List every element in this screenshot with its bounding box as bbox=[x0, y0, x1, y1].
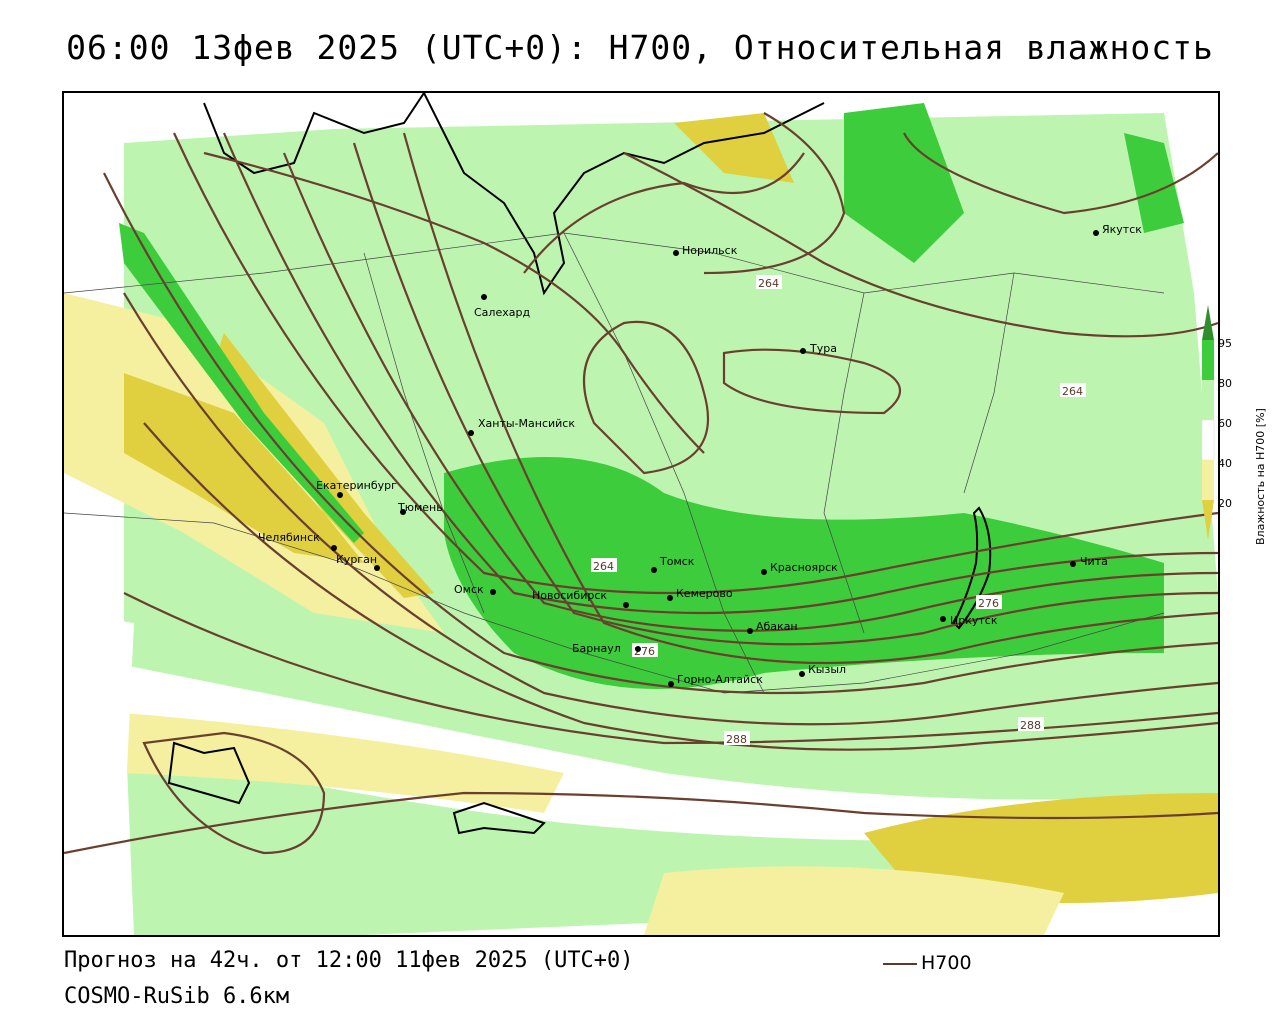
coastline bbox=[423, 93, 825, 296]
city-dot bbox=[468, 430, 474, 436]
city-dot bbox=[374, 565, 380, 571]
city-dot bbox=[623, 602, 629, 608]
contour-label-group: 264 264 264 276 276 288 288 bbox=[591, 275, 1086, 746]
city-label: Иркутск bbox=[950, 614, 998, 627]
colorbar-tick: 20 bbox=[1218, 497, 1232, 510]
city-label: Горно-Алтайск bbox=[677, 673, 763, 686]
city-label: Томск bbox=[659, 555, 695, 568]
city-label: Тюмень bbox=[397, 501, 443, 514]
humidity-field-very-dry-west bbox=[124, 373, 364, 563]
city-label: Красноярск bbox=[770, 561, 838, 574]
city-label: Тура bbox=[809, 342, 837, 355]
city-label: Кемерово bbox=[676, 587, 733, 600]
h700-legend-swatch bbox=[883, 963, 917, 965]
city-label: Екатеринбург bbox=[316, 479, 397, 492]
humidity-map: 264 264 264 276 276 288 288 Якутск Норил… bbox=[64, 93, 1218, 935]
city-label: Челябинск bbox=[258, 531, 320, 544]
city-dot bbox=[673, 250, 679, 256]
humidity-field-dry-band bbox=[214, 333, 434, 598]
city-label: Кызыл bbox=[808, 663, 846, 676]
colorbar-cap-bottom bbox=[1202, 500, 1214, 540]
city-dot bbox=[747, 628, 753, 634]
humidity-field-moist-north bbox=[844, 103, 964, 263]
colorbar-segment bbox=[1201, 419, 1215, 461]
humidity-field-moist-yakutia bbox=[1124, 133, 1184, 233]
humidity-field-white-north bbox=[64, 93, 424, 153]
colorbar-tick: 80 bbox=[1218, 377, 1232, 390]
city-label: Абакан bbox=[756, 620, 798, 633]
balkhash-lake bbox=[452, 801, 546, 835]
city-label: Омск bbox=[454, 583, 484, 596]
colorbar-tick: 40 bbox=[1218, 457, 1232, 470]
city-dot bbox=[651, 567, 657, 573]
colorbar-title: Влажность на H700 [%] bbox=[1254, 408, 1267, 545]
contour-label: 264 bbox=[593, 560, 614, 573]
city-dot bbox=[331, 545, 337, 551]
colorbar-tick: 95 bbox=[1218, 337, 1232, 350]
map-title: 06:00 13фев 2025 (UTC+0): H700, Относите… bbox=[66, 28, 1214, 67]
city-dot bbox=[667, 595, 673, 601]
contour-label: 276 bbox=[978, 597, 999, 610]
city-dot bbox=[800, 348, 806, 354]
caspian-coast bbox=[167, 741, 251, 805]
colorbar-segment bbox=[1202, 460, 1214, 500]
city-label: Салехард bbox=[474, 306, 530, 319]
model-caption: COSMO-RuSib 6.6км bbox=[64, 984, 290, 1009]
contour-label: 288 bbox=[1020, 719, 1041, 732]
humidity-field-dry-north bbox=[674, 113, 794, 183]
city-dot bbox=[400, 509, 406, 515]
city-label: Барнаул bbox=[572, 642, 621, 655]
city-label: Якутск bbox=[1102, 223, 1142, 236]
forecast-caption: Прогноз на 42ч. от 12:00 11фев 2025 (UTC… bbox=[64, 948, 634, 973]
humidity-field-white-sw bbox=[64, 613, 134, 833]
humidity-colorbar: 95 80 60 40 20 Влажность на H700 [%] bbox=[1201, 305, 1267, 545]
city-dot bbox=[799, 671, 805, 677]
city-dot bbox=[668, 681, 674, 687]
humidity-field-dry-far-south bbox=[644, 866, 1064, 935]
city-label: Ханты-Мансийск bbox=[478, 417, 575, 430]
city-dot bbox=[1093, 230, 1099, 236]
contour-label: 264 bbox=[758, 277, 779, 290]
city-dot bbox=[490, 589, 496, 595]
city-label: Новосибирск bbox=[532, 589, 607, 602]
map-panel: 264 264 264 276 276 288 288 Якутск Норил… bbox=[62, 91, 1220, 937]
h700-legend-label: H700 bbox=[921, 952, 972, 974]
city-dot bbox=[761, 569, 767, 575]
colorbar-cap-top bbox=[1202, 305, 1214, 340]
lake-baikal bbox=[952, 506, 992, 630]
city-label: Чита bbox=[1080, 555, 1108, 568]
city-label: Курган bbox=[336, 553, 377, 566]
city-dot bbox=[1070, 561, 1076, 567]
colorbar-tick: 60 bbox=[1218, 417, 1232, 430]
city-markers: Якутск Норильск Салехард Тура Ханты-Манс… bbox=[258, 223, 1142, 687]
colorbar-segment bbox=[1202, 340, 1214, 380]
city-dot bbox=[940, 616, 946, 622]
city-dot bbox=[481, 294, 487, 300]
contour-label: 264 bbox=[1062, 385, 1083, 398]
contour-label: 288 bbox=[726, 733, 747, 746]
humidity-field-dry-south bbox=[124, 713, 564, 813]
colorbar-segment bbox=[1202, 380, 1214, 420]
city-dot bbox=[337, 492, 343, 498]
coastline bbox=[203, 93, 425, 175]
humidity-field-green-band-nw bbox=[119, 223, 364, 543]
city-label: Норильск bbox=[682, 244, 738, 257]
city-dot bbox=[635, 646, 641, 652]
